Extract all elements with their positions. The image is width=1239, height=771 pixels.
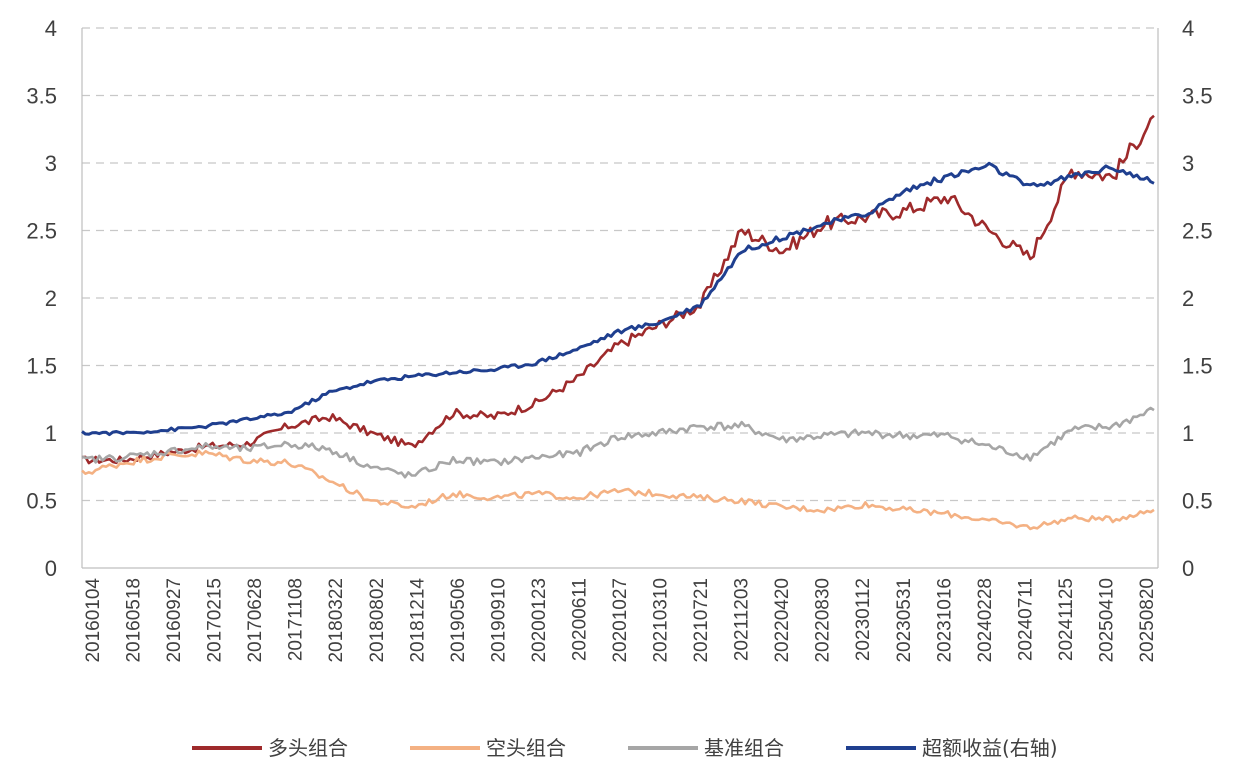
y-tick-label-right: 1 [1182, 421, 1194, 446]
y-tick-label-left: 4 [45, 16, 57, 41]
x-tick-label: 20200611 [569, 578, 590, 661]
series-line [81, 161, 1155, 437]
x-tick-label: 20201027 [610, 578, 631, 663]
y-tick-label-left: 1.5 [26, 354, 57, 379]
x-tick-label: 20160518 [124, 578, 145, 663]
x-tick-label: 20171108 [286, 578, 307, 661]
x-tick-label: 20190910 [488, 578, 509, 663]
series-line [81, 449, 1155, 531]
x-tick-label: 20240711 [1015, 578, 1036, 661]
x-tick-label: 20170628 [245, 578, 266, 663]
x-tick-label: 20180802 [367, 578, 388, 663]
series-line [81, 406, 1155, 479]
axes [81, 28, 1159, 569]
x-tick-label: 20190506 [448, 578, 469, 663]
y-tick-label-right: 2 [1182, 286, 1194, 311]
x-tick-label: 20231016 [934, 578, 955, 663]
legend-label: 多头组合 [268, 736, 348, 760]
y-tick-label-left: 2 [45, 286, 57, 311]
x-tick-label: 20230531 [894, 578, 915, 663]
x-tick-label: 20240228 [975, 578, 996, 663]
series-lines [81, 114, 1155, 531]
x-tick-label: 20181214 [407, 578, 428, 663]
y-tick-label-left: 3.5 [26, 84, 57, 109]
y-tick-label-right: 3.5 [1182, 84, 1213, 109]
x-tick-label: 20250820 [1137, 578, 1158, 663]
x-tick-label: 20200123 [529, 578, 550, 663]
x-tick-label: 20230112 [853, 578, 874, 661]
x-tick-label: 20211203 [732, 578, 753, 661]
x-tick-label: 20180322 [326, 578, 347, 663]
y-tick-label-right: 0 [1182, 556, 1194, 581]
y-axis-right: 0 0.5 1 1.5 2 2.5 3 3.5 4 [1182, 16, 1213, 581]
x-tick-label: 20220420 [772, 578, 793, 663]
y-tick-label-right: 1.5 [1182, 354, 1213, 379]
y-tick-label-right: 2.5 [1182, 219, 1213, 244]
x-tick-label: 20160927 [164, 578, 185, 663]
x-tick-label: 20210721 [691, 578, 712, 663]
y-tick-label-right: 0.5 [1182, 489, 1213, 514]
legend-label: 空头组合 [486, 736, 566, 760]
gridlines [82, 27, 1158, 502]
y-tick-label-left: 0.5 [26, 489, 57, 514]
x-tick-label: 20241125 [1056, 578, 1077, 661]
legend-label: 超额收益(右轴) [922, 736, 1058, 760]
legend-label: 基准组合 [704, 736, 784, 760]
x-tick-label: 20220830 [813, 578, 834, 663]
series-line [81, 114, 1155, 465]
x-tick-label: 20250410 [1096, 578, 1117, 663]
y-tick-label-left: 1 [45, 421, 57, 446]
y-tick-label-left: 0 [45, 556, 57, 581]
y-tick-label-left: 3 [45, 151, 57, 176]
y-tick-label-left: 2.5 [26, 219, 57, 244]
x-tick-label: 20170215 [205, 578, 226, 663]
legend: 多头组合 空头组合 基准组合 超额收益(右轴) [192, 736, 1058, 760]
x-tick-label: 20160104 [83, 578, 104, 663]
y-axis-left: 0 0.5 1 1.5 2 2.5 3 3.5 4 [26, 16, 57, 581]
x-axis-ticks: 20160104 20160518 20160927 20170215 20170628… [83, 578, 1158, 663]
x-tick-label: 20210310 [651, 578, 672, 663]
y-tick-label-right: 4 [1182, 16, 1194, 41]
y-tick-label-right: 3 [1182, 151, 1194, 176]
